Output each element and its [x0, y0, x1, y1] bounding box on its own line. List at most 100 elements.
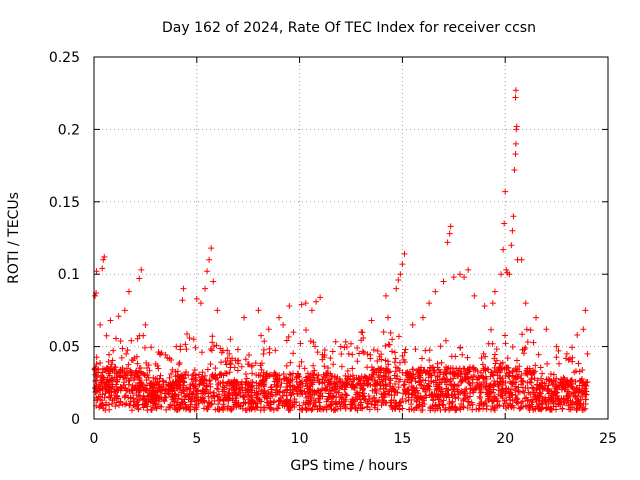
data-point	[534, 377, 541, 384]
data-point	[327, 370, 334, 377]
data-point	[248, 387, 255, 394]
data-point	[514, 395, 521, 402]
data-point	[174, 399, 181, 406]
data-point	[223, 382, 230, 389]
data-point	[397, 271, 404, 278]
data-point	[390, 385, 397, 392]
data-point	[468, 399, 475, 406]
data-point	[493, 369, 500, 376]
data-point	[442, 370, 449, 377]
data-point	[92, 292, 99, 299]
data-point	[555, 347, 562, 354]
data-point	[505, 385, 512, 392]
data-point	[126, 388, 133, 395]
data-point	[418, 407, 425, 414]
y-tick-label: 0	[71, 412, 80, 428]
data-point	[532, 406, 539, 413]
data-point	[290, 390, 297, 397]
data-point	[480, 379, 487, 386]
data-point	[235, 360, 242, 367]
data-point	[441, 366, 448, 373]
data-point	[359, 348, 366, 355]
data-point	[509, 343, 516, 350]
data-point	[518, 256, 525, 263]
data-point	[234, 401, 241, 408]
data-point	[477, 395, 484, 402]
data-point	[442, 406, 449, 413]
data-point	[574, 398, 581, 405]
data-point	[356, 350, 363, 357]
data-point	[247, 403, 254, 410]
data-point	[248, 392, 255, 399]
data-point	[192, 378, 199, 385]
data-point	[379, 398, 386, 405]
data-point	[165, 387, 172, 394]
data-point	[287, 359, 294, 366]
data-point	[177, 381, 184, 388]
data-point	[138, 266, 145, 273]
data-point	[513, 357, 520, 364]
data-point	[131, 355, 138, 362]
data-point	[543, 326, 550, 333]
data-point	[432, 288, 439, 295]
data-point	[188, 376, 195, 383]
data-point	[208, 400, 215, 407]
data-point	[327, 402, 334, 409]
data-point	[418, 382, 425, 389]
data-point	[268, 386, 275, 393]
data-point	[312, 343, 319, 350]
data-point	[352, 405, 359, 412]
data-point	[379, 378, 386, 385]
data-point	[458, 378, 465, 385]
data-point	[360, 349, 367, 356]
data-point	[102, 383, 109, 390]
data-point	[260, 404, 267, 411]
data-point	[569, 344, 576, 351]
data-point	[342, 338, 349, 345]
data-point	[296, 363, 303, 370]
data-point	[573, 385, 580, 392]
data-point	[298, 406, 305, 413]
data-point	[347, 405, 354, 412]
data-point	[538, 375, 545, 382]
data-point	[166, 355, 173, 362]
data-point	[539, 401, 546, 408]
data-point	[127, 394, 134, 401]
data-point	[155, 365, 162, 372]
data-point	[399, 405, 406, 412]
data-point	[382, 376, 389, 383]
data-point	[283, 362, 290, 369]
data-point	[186, 390, 193, 397]
data-point	[290, 329, 297, 336]
data-point	[270, 406, 277, 413]
data-point	[521, 346, 528, 353]
data-point	[459, 351, 466, 358]
data-point	[286, 371, 293, 378]
data-point	[358, 405, 365, 412]
data-point	[191, 383, 198, 390]
data-point	[549, 381, 556, 388]
data-point	[161, 390, 168, 397]
data-point	[128, 407, 135, 414]
data-point	[192, 376, 199, 383]
data-point	[134, 335, 141, 342]
data-point	[382, 357, 389, 364]
data-point	[176, 359, 183, 366]
data-point	[412, 346, 419, 353]
data-point	[521, 395, 528, 402]
data-point	[523, 394, 530, 401]
data-point	[294, 391, 301, 398]
data-point	[284, 376, 291, 383]
data-point	[203, 405, 210, 412]
data-point	[460, 403, 467, 410]
data-point	[563, 350, 570, 357]
data-point	[412, 375, 419, 382]
data-point	[174, 372, 181, 379]
data-point	[354, 395, 361, 402]
data-point	[123, 400, 130, 407]
data-point	[447, 381, 454, 388]
data-point	[323, 406, 330, 413]
data-point	[490, 386, 497, 393]
data-point	[415, 390, 422, 397]
data-point	[177, 373, 184, 380]
